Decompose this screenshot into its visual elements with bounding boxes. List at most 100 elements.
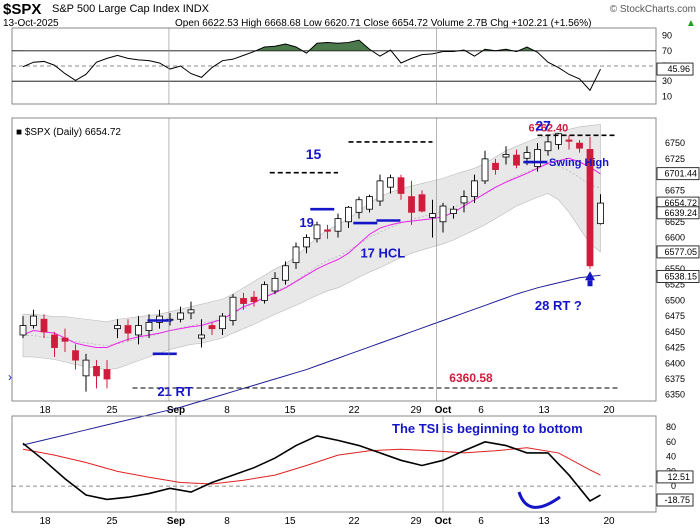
price-tag-label: 6654.72 <box>664 198 697 208</box>
candle <box>376 174 384 207</box>
candle-body <box>219 315 226 330</box>
candle <box>534 143 541 172</box>
index-name: S&P 500 Large Cap Index INDX <box>52 3 210 15</box>
price-tag-box <box>656 206 700 220</box>
candle <box>387 174 394 194</box>
candle-body <box>355 199 363 213</box>
candle <box>408 180 415 225</box>
rsi-panel: 907050301045.96 <box>11 27 694 105</box>
candle-body <box>303 237 310 248</box>
candle <box>303 234 310 254</box>
candle <box>313 221 321 243</box>
candle-body <box>555 133 562 145</box>
x-tick-label-bottom: 22 <box>348 516 360 527</box>
candle-body <box>408 196 415 213</box>
x-axis-top: 18 25 Sep 8 15 22 29 Oct 6 13 20 <box>39 405 615 416</box>
candle-body <box>261 284 268 301</box>
candle <box>439 202 447 233</box>
candle-body <box>513 154 520 166</box>
label-21-rt: 21 RT <box>157 384 192 399</box>
candle <box>544 135 552 156</box>
rsi-last-value-box <box>656 62 694 76</box>
candle-body <box>30 315 37 326</box>
candle-body <box>187 309 195 314</box>
candle <box>19 316 27 339</box>
rsi-tick-label: 70 <box>662 46 672 56</box>
price-tick-label: 6725 <box>665 154 685 164</box>
label-27: 27 <box>535 118 551 134</box>
bollinger-band <box>22 123 601 370</box>
candle-body <box>114 325 121 330</box>
tsi-value-label: 12.51 <box>667 472 690 482</box>
candle <box>460 190 468 213</box>
candle <box>208 322 216 335</box>
x-tick-label-bottom: 18 <box>39 516 51 527</box>
candle-body <box>292 246 300 264</box>
candle <box>429 199 436 238</box>
support-label-6360: 6360.58 <box>449 371 493 385</box>
chart-date: 13-Oct-2025 <box>3 18 59 29</box>
candle <box>30 309 37 329</box>
rsi-tick-label: 30 <box>662 76 672 86</box>
candle <box>418 190 426 213</box>
candle-body <box>502 154 510 158</box>
candle-body <box>93 366 100 377</box>
resistance-label-6762: 6762.40 <box>529 122 569 134</box>
candle-body <box>19 325 27 336</box>
candle <box>366 194 373 213</box>
quote-line: Open 6622.53 High 6668.68 Low 6620.71 Cl… <box>175 18 591 29</box>
candle-body <box>103 369 111 380</box>
candle <box>93 360 100 389</box>
candle <box>345 206 352 229</box>
candle <box>492 158 499 175</box>
candle-body <box>460 196 468 204</box>
x-tick-label-bottom: 25 <box>106 516 118 527</box>
candle-body <box>135 325 142 336</box>
price-tick-label: 6500 <box>665 295 685 305</box>
x-tick-label-bottom: 8 <box>224 516 230 527</box>
tsi-panel-frame <box>11 415 657 513</box>
candle <box>72 344 79 370</box>
x-tick-label-bottom: 29 <box>410 516 422 527</box>
x-tick-label-top: 15 <box>284 405 296 416</box>
candle-body <box>565 139 573 142</box>
candle-body <box>481 158 489 182</box>
candle <box>324 224 331 239</box>
candle <box>198 319 205 348</box>
x-tick-label-top: Oct <box>435 405 452 416</box>
moving-average-short <box>22 157 601 349</box>
candle-body <box>324 229 331 232</box>
candle-body <box>282 265 289 281</box>
price-tick-label: 6750 <box>665 138 685 148</box>
tsi-bottom-curve <box>517 491 561 509</box>
candle-body <box>597 202 604 225</box>
candle <box>82 353 90 392</box>
candle-body <box>240 298 247 304</box>
candle-body <box>523 152 531 159</box>
tsi-line <box>22 435 601 502</box>
candle-body <box>471 180 478 198</box>
price-tick-label: 6475 <box>665 311 685 321</box>
price-tag-label: 6701.44 <box>664 169 697 179</box>
candle <box>124 319 132 342</box>
candle <box>355 196 363 219</box>
candle-body <box>124 325 132 334</box>
price-tag-label: 6577.05 <box>664 247 697 257</box>
candle <box>450 206 457 219</box>
price-tick-label: 6400 <box>665 358 685 368</box>
candle-body <box>313 224 321 240</box>
x-tick-label-bottom: 6 <box>478 516 484 527</box>
candle-body <box>51 334 58 348</box>
candle-body <box>450 208 457 214</box>
candle <box>250 290 258 307</box>
candle-body <box>72 350 79 361</box>
candle <box>513 149 520 169</box>
candle-body <box>576 142 583 149</box>
candle <box>40 314 48 339</box>
price-tag-box <box>656 245 700 259</box>
candle-body <box>418 194 426 212</box>
price-tag-box <box>656 269 700 283</box>
candle-body <box>345 206 352 223</box>
